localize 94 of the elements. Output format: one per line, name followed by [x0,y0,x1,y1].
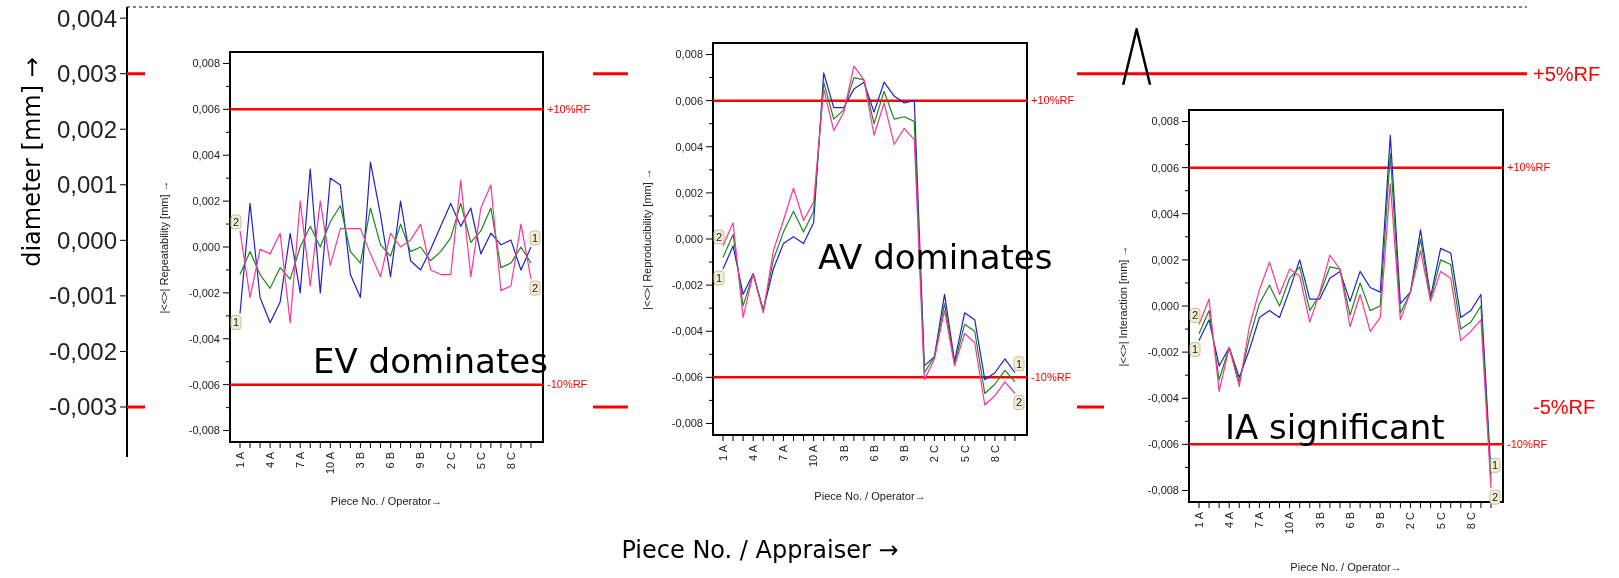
x-tick-label: 2 C [444,451,457,470]
x-tick-label: 3 B [837,445,850,462]
series-label: 1 [1491,459,1499,472]
y-tick-label: 0,008 [675,48,703,61]
x-tick-label: 10 A [324,451,337,475]
x-tick-label: 5 C [958,444,971,463]
annotation: IA significant [1225,407,1445,447]
series-label: 1 [1015,357,1023,370]
y-axis-title: |<<>| Repeatability [mm] → [158,180,170,314]
x-tick-label: 4 A [747,444,760,461]
x-tick-label: 1 A [233,451,246,468]
y-tick-label: -0,008 [1147,484,1179,497]
y-axis-title: |<<>| Interaction [mm] → [1117,245,1129,367]
series-label: 2 [715,230,723,243]
x-axis-title: Piece No. / Appraiser → [621,536,899,564]
y-tick-label: -0,002 [188,286,220,299]
y-tick-label: 0,006 [1151,161,1179,174]
text: 1 [1191,343,1199,356]
y-tick-label: -0,004 [671,325,703,338]
y-axis-title: |<<>| Reproducibility [mm] → [641,168,653,310]
x-tick-label: 7 A [1253,511,1266,528]
x-tick-label: 10 A [1283,511,1296,535]
x-tick-label: 8 C [988,444,1001,463]
x-tick-label: 2 C [928,444,941,463]
y-tick-label: -0,002 [48,337,117,365]
ref-line-label: -10%RF [547,378,588,391]
y-tick-label: -0,006 [671,371,703,384]
y-tick-label: 0,000 [56,226,117,254]
y-tick-label: 0,004 [56,4,117,32]
y-tick-label: 0,006 [192,103,220,116]
series-label: 2 [531,281,539,294]
y-tick-label: -0,006 [188,378,220,391]
x-tick-label: 5 C [474,451,487,470]
x-tick-label: 6 B [1343,512,1356,529]
y-tick-label: 0,006 [675,94,703,107]
text: 2 [232,215,240,228]
y-tick-label: 0,000 [1151,299,1179,312]
x-tick-label: 9 B [898,445,911,462]
y-tick-label: 0,008 [192,57,220,70]
y-tick-label: 0,000 [675,232,703,245]
x-tick-label: 1 A [1192,511,1205,528]
x-tick-label: 9 B [1374,512,1387,529]
x-tick-label: 6 B [384,452,397,469]
y-tick-label: 0,001 [56,171,117,199]
text: 1 [715,271,723,284]
x-tick-label: 8 C [504,451,517,470]
y-tick-label: -0,006 [1147,438,1179,451]
x-tick-label: 5 C [1434,511,1447,530]
y-tick-label: -0,002 [671,278,703,291]
ref-line-label: +10%RF [547,103,591,116]
y-tick-label: 0,004 [1151,207,1179,220]
ref-line-label: +10%RF [1031,94,1075,107]
y-tick-label: 0,002 [1151,253,1179,266]
y-tick-label: 0,000 [192,240,220,253]
x-axis-title: Piece No. / Operator→ [1290,561,1402,573]
ref-line-label: +10%RF [1507,161,1551,174]
x-tick-label: 6 B [867,445,880,462]
y-tick-label: -0,002 [1147,345,1179,358]
y-tick-label: -0,004 [1147,392,1179,405]
y-axis-title: diameter [mm] → [18,57,46,267]
x-tick-label: 4 A [1223,511,1236,528]
x-axis-title: Piece No. / Operator→ [814,490,926,502]
y-tick-label: 0,002 [675,186,703,199]
y-tick-label: -0,004 [188,332,220,345]
x-tick-label: 4 A [263,451,276,468]
x-tick-label: 3 B [354,452,367,469]
y-tick-label: 0,004 [192,149,220,162]
ref-line-label: -10%RF [1031,371,1072,384]
y-tick-label: 0,002 [56,115,117,143]
x-tick-label: 7 A [777,444,790,461]
x-tick-label: 7 A [294,451,307,468]
x-tick-label: 1 A [716,444,729,461]
y-tick-label: 0,004 [675,140,703,153]
x-tick-label: 10 A [807,444,820,468]
ref-line-label: -10%RF [1507,438,1548,451]
y-tick-label: 0,002 [192,194,220,207]
x-tick-label: 8 C [1464,511,1477,530]
y-tick-label: -0,001 [48,282,117,310]
text: 2 [1491,491,1499,504]
ref-line-label: -5%RF [1533,396,1596,418]
y-tick-label: 0,003 [56,60,117,88]
y-tick-label: -0,008 [188,424,220,437]
y-tick-label: -0,003 [48,393,117,421]
x-axis-title: Piece No. / Operator→ [330,495,443,507]
y-tick-label: 0,008 [1151,115,1179,128]
x-tick-label: 3 B [1313,512,1326,529]
text: 1 [531,231,539,244]
y-tick-label: -0,008 [671,417,703,430]
x-tick-label: 2 C [1404,511,1417,530]
series-label: 2 [1191,309,1199,322]
ref-line-label: +5%RF [1533,62,1601,85]
line-series [239,202,532,289]
series-label: 1 [232,316,240,329]
x-tick-label: 9 B [414,452,427,469]
